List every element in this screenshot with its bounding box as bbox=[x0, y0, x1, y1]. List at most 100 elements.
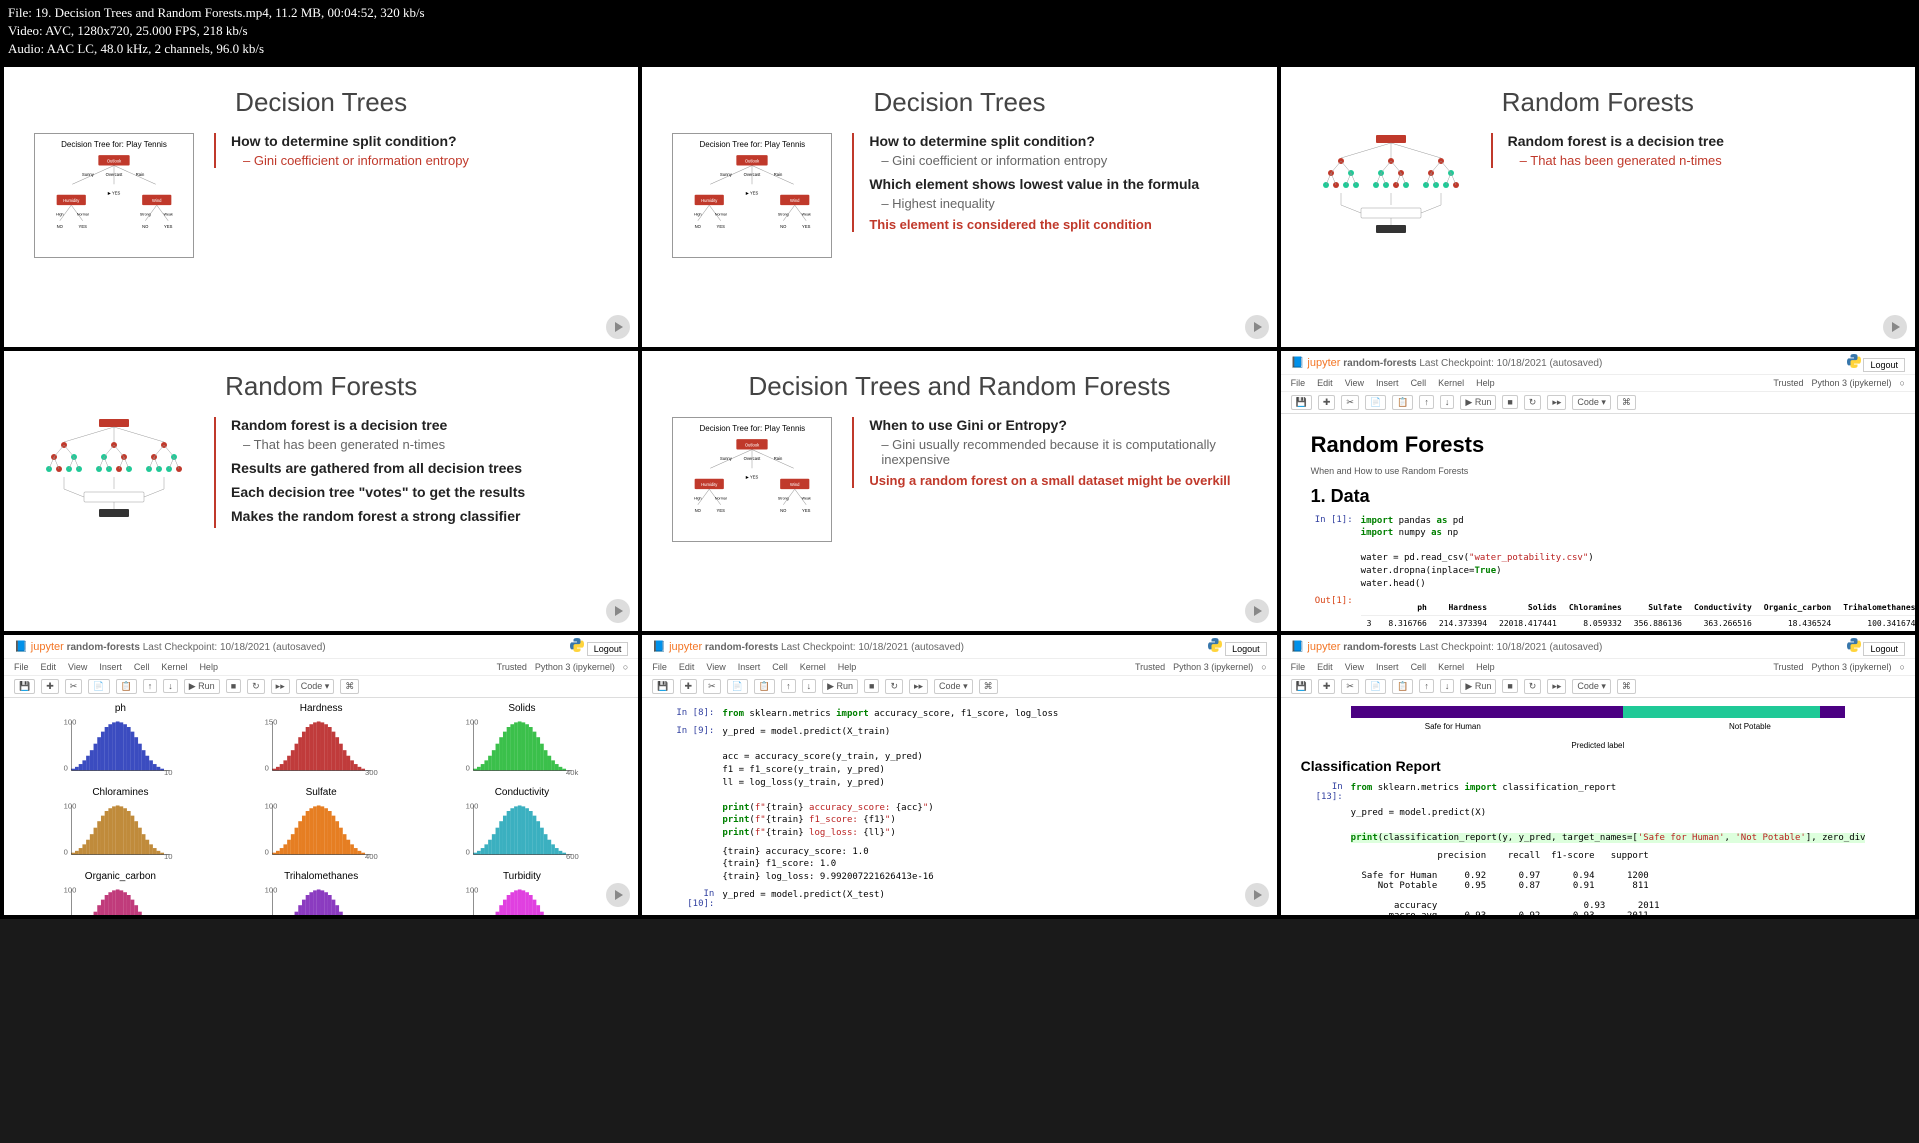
menu-file[interactable]: File bbox=[14, 662, 29, 672]
menu-insert[interactable]: Insert bbox=[738, 662, 761, 672]
fast-forward-icon[interactable]: ▸▸ bbox=[1547, 395, 1566, 410]
python-icon bbox=[1847, 354, 1861, 368]
menu-kernel[interactable]: Kernel bbox=[800, 662, 826, 672]
frame-2[interactable]: Decision Trees Decision Tree for: Play T… bbox=[642, 67, 1276, 347]
svg-text:YES: YES bbox=[164, 224, 173, 229]
menu-help[interactable]: Help bbox=[1476, 662, 1495, 672]
frame-7[interactable]: 📘 jupyter random-forests Last Checkpoint… bbox=[4, 635, 638, 915]
svg-text:Sunny: Sunny bbox=[82, 172, 95, 177]
svg-text:Strong: Strong bbox=[140, 212, 151, 216]
tree-svg: Outlook Sunny Overcast Rain Humidity ▶ Y… bbox=[41, 153, 187, 247]
frame-9[interactable]: 📘 jupyter random-forests Last Checkpoint… bbox=[1281, 635, 1915, 915]
cell-type-select[interactable]: Code ▾ bbox=[1572, 395, 1611, 410]
restart-icon[interactable]: ↻ bbox=[1524, 395, 1542, 410]
svg-text:Overcast: Overcast bbox=[106, 172, 123, 177]
menu-edit[interactable]: Edit bbox=[1317, 378, 1333, 388]
frame-6[interactable]: 📘 jupyter random-forests Last Checkpoint… bbox=[1281, 351, 1915, 631]
svg-text:Outlook: Outlook bbox=[107, 158, 122, 163]
paste-icon[interactable]: 📋 bbox=[1392, 395, 1413, 410]
svg-text:Weak: Weak bbox=[802, 496, 811, 500]
menu-view[interactable]: View bbox=[706, 662, 725, 672]
menu-edit[interactable]: Edit bbox=[679, 662, 695, 672]
frame-4[interactable]: Random Forests Random forest is a decisi… bbox=[4, 351, 638, 631]
menu-help[interactable]: Help bbox=[199, 662, 218, 672]
toolbar[interactable]: 💾 ✚ ✂ 📄 📋 ↑ ↓ ▶ Run ■ ↻ ▸▸ Code ▾ ⌘ bbox=[1281, 392, 1915, 414]
svg-text:NO: NO bbox=[695, 508, 702, 513]
play-icon[interactable] bbox=[1245, 599, 1269, 623]
menu-file[interactable]: File bbox=[652, 662, 667, 672]
menu-cell[interactable]: Cell bbox=[134, 662, 150, 672]
up-icon[interactable]: ↑ bbox=[1419, 395, 1434, 409]
jupyter-logo: 📘 jupyter bbox=[652, 641, 702, 653]
frame-8[interactable]: 📘 jupyter random-forests Last Checkpoint… bbox=[642, 635, 1276, 915]
menu-help[interactable]: Help bbox=[1476, 378, 1495, 388]
jupyter-logo: 📘 jupyter bbox=[1291, 641, 1341, 653]
svg-text:Humidity: Humidity bbox=[701, 482, 718, 487]
menu-insert[interactable]: Insert bbox=[1376, 662, 1399, 672]
tree-svg: Outlook SunnyOvercastRain Humidity ▶ YES… bbox=[679, 153, 825, 247]
menu-file[interactable]: File bbox=[1291, 662, 1306, 672]
stop-icon[interactable]: ■ bbox=[1502, 395, 1517, 409]
svg-text:NO: NO bbox=[142, 224, 149, 229]
logout-button[interactable]: Logout bbox=[1225, 642, 1267, 656]
menu-edit[interactable]: Edit bbox=[1317, 662, 1333, 672]
copy-icon[interactable]: 📄 bbox=[1365, 395, 1386, 410]
cut-icon[interactable]: ✂ bbox=[1341, 395, 1359, 410]
svg-text:Wind: Wind bbox=[790, 198, 800, 203]
play-icon[interactable] bbox=[1245, 315, 1269, 339]
file-header: File: 19. Decision Trees and Random Fore… bbox=[0, 0, 1919, 63]
menu-edit[interactable]: Edit bbox=[41, 662, 57, 672]
menu-kernel[interactable]: Kernel bbox=[1438, 378, 1464, 388]
svg-text:100: 100 bbox=[465, 801, 478, 810]
menu-kernel[interactable]: Kernel bbox=[1438, 662, 1464, 672]
svg-text:Rain: Rain bbox=[136, 172, 145, 177]
svg-text:Strong: Strong bbox=[778, 496, 789, 500]
save-icon[interactable]: 💾 bbox=[1291, 395, 1312, 410]
menu-insert[interactable]: Insert bbox=[99, 662, 122, 672]
menu-bar[interactable]: File Edit View Insert Cell Kernel Help bbox=[1291, 378, 1495, 388]
menu-insert[interactable]: Insert bbox=[1376, 378, 1399, 388]
play-icon[interactable] bbox=[1883, 315, 1907, 339]
run-button[interactable]: ▶ Run bbox=[1460, 395, 1496, 410]
play-icon[interactable] bbox=[1245, 883, 1269, 907]
down-icon[interactable]: ↓ bbox=[1440, 395, 1455, 409]
svg-text:0: 0 bbox=[264, 847, 268, 856]
svg-text:Outlook: Outlook bbox=[745, 442, 760, 447]
menu-view[interactable]: View bbox=[1345, 662, 1364, 672]
svg-text:100: 100 bbox=[64, 801, 77, 810]
menu-file[interactable]: File bbox=[1291, 378, 1306, 388]
menu-view[interactable]: View bbox=[68, 662, 87, 672]
svg-text:NO: NO bbox=[780, 224, 787, 229]
svg-text:NO: NO bbox=[780, 508, 787, 513]
logout-button[interactable]: Logout bbox=[587, 642, 629, 656]
histogram-grid: ph100010Hardness1500300Solids100040kChlo… bbox=[4, 698, 638, 915]
decision-tree-diagram: Decision Tree for: Play Tennis Outlook S… bbox=[672, 133, 832, 259]
jupyter-logo: 📘 jupyter bbox=[14, 641, 64, 653]
command-palette-icon[interactable]: ⌘ bbox=[1617, 395, 1636, 410]
decision-tree-diagram: Decision Tree for: Play Tennis Outlook S… bbox=[34, 133, 194, 259]
menu-cell[interactable]: Cell bbox=[772, 662, 788, 672]
frame-1[interactable]: Decision Trees Decision Tree for: Play T… bbox=[4, 67, 638, 347]
menu-help[interactable]: Help bbox=[838, 662, 857, 672]
code-cell[interactable]: import pandas as pd import numpy as np w… bbox=[1361, 515, 1885, 591]
svg-text:Rain: Rain bbox=[774, 172, 783, 177]
python-icon bbox=[570, 638, 584, 652]
menu-kernel[interactable]: Kernel bbox=[161, 662, 187, 672]
svg-text:40k: 40k bbox=[566, 767, 578, 775]
svg-text:▶ YES: ▶ YES bbox=[108, 190, 121, 195]
play-icon[interactable] bbox=[606, 315, 630, 339]
frame-3[interactable]: Random Forests Random forest is a decisi… bbox=[1281, 67, 1915, 347]
play-icon[interactable] bbox=[606, 599, 630, 623]
frame-5[interactable]: Decision Trees and Random Forests Decisi… bbox=[642, 351, 1276, 631]
menu-view[interactable]: View bbox=[1345, 378, 1364, 388]
svg-text:Sunny: Sunny bbox=[720, 456, 733, 461]
svg-text:150: 150 bbox=[264, 717, 277, 726]
menu-cell[interactable]: Cell bbox=[1411, 378, 1427, 388]
play-icon[interactable] bbox=[606, 883, 630, 907]
logout-button[interactable]: Logout bbox=[1863, 358, 1905, 372]
logout-button[interactable]: Logout bbox=[1863, 642, 1905, 656]
menu-cell[interactable]: Cell bbox=[1411, 662, 1427, 672]
svg-text:Outlook: Outlook bbox=[745, 158, 760, 163]
prediction-bar bbox=[1351, 706, 1845, 718]
add-cell-icon[interactable]: ✚ bbox=[1318, 395, 1336, 410]
